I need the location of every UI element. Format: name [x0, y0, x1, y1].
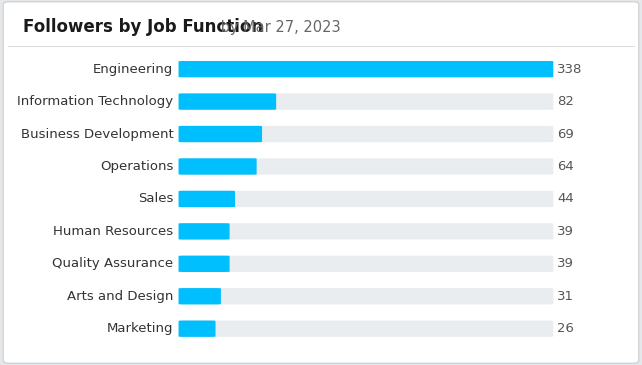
FancyBboxPatch shape — [178, 126, 262, 142]
FancyBboxPatch shape — [178, 255, 553, 272]
Text: Information Technology: Information Technology — [17, 95, 173, 108]
FancyBboxPatch shape — [178, 61, 553, 77]
Text: Arts and Design: Arts and Design — [67, 290, 173, 303]
Text: 64: 64 — [557, 160, 574, 173]
Text: Marketing: Marketing — [107, 322, 173, 335]
FancyBboxPatch shape — [178, 223, 230, 239]
Text: 44: 44 — [557, 192, 574, 205]
Text: Sales: Sales — [138, 192, 173, 205]
Text: 82: 82 — [557, 95, 574, 108]
FancyBboxPatch shape — [178, 255, 230, 272]
Text: 31: 31 — [557, 290, 574, 303]
Text: 338: 338 — [557, 63, 583, 76]
FancyBboxPatch shape — [178, 158, 257, 175]
FancyBboxPatch shape — [178, 191, 235, 207]
FancyBboxPatch shape — [178, 93, 276, 110]
Text: 39: 39 — [557, 225, 574, 238]
FancyBboxPatch shape — [178, 320, 216, 337]
Text: Followers by Job Function: Followers by Job Function — [23, 18, 263, 36]
FancyBboxPatch shape — [178, 223, 553, 239]
FancyBboxPatch shape — [178, 288, 553, 304]
Text: Operations: Operations — [100, 160, 173, 173]
FancyBboxPatch shape — [178, 126, 553, 142]
FancyBboxPatch shape — [178, 288, 221, 304]
FancyBboxPatch shape — [178, 320, 553, 337]
Text: Engineering: Engineering — [93, 63, 173, 76]
Text: Quality Assurance: Quality Assurance — [52, 257, 173, 270]
FancyBboxPatch shape — [178, 93, 553, 110]
Text: 26: 26 — [557, 322, 574, 335]
Text: by Mar 27, 2023: by Mar 27, 2023 — [216, 20, 340, 35]
FancyBboxPatch shape — [178, 61, 553, 77]
Text: Human Resources: Human Resources — [53, 225, 173, 238]
FancyBboxPatch shape — [178, 191, 553, 207]
Text: Business Development: Business Development — [21, 127, 173, 141]
Text: 69: 69 — [557, 127, 574, 141]
FancyBboxPatch shape — [3, 2, 639, 363]
FancyBboxPatch shape — [178, 158, 553, 175]
Text: 39: 39 — [557, 257, 574, 270]
